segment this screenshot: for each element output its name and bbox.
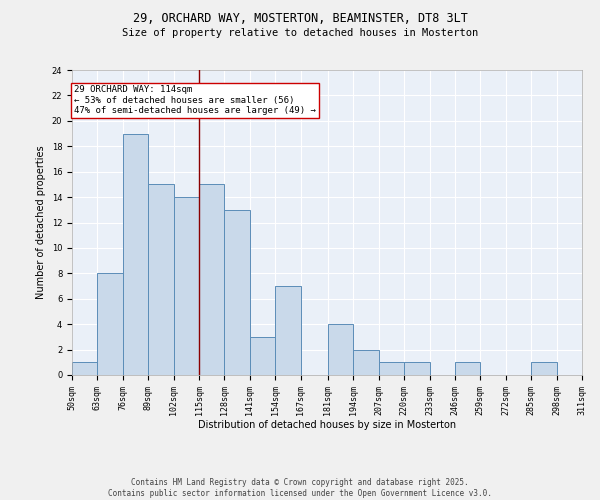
Bar [455,362,481,375]
X-axis label: Distribution of detached houses by size in Mosterton: Distribution of detached houses by size … [198,420,456,430]
Bar [404,362,430,375]
Bar [531,362,557,375]
Bar [379,362,404,375]
Text: Size of property relative to detached houses in Mosterton: Size of property relative to detached ho… [122,28,478,38]
Text: 29, ORCHARD WAY, MOSTERTON, BEAMINSTER, DT8 3LT: 29, ORCHARD WAY, MOSTERTON, BEAMINSTER, … [133,12,467,26]
Bar [148,184,173,375]
Bar [173,197,199,375]
Bar [353,350,379,375]
Bar [328,324,353,375]
Bar [199,184,224,375]
Bar [97,274,123,375]
Bar [275,286,301,375]
Bar [123,134,148,375]
Y-axis label: Number of detached properties: Number of detached properties [36,146,46,300]
Bar [250,337,275,375]
Text: Contains HM Land Registry data © Crown copyright and database right 2025.
Contai: Contains HM Land Registry data © Crown c… [108,478,492,498]
Bar [224,210,250,375]
Text: 29 ORCHARD WAY: 114sqm
← 53% of detached houses are smaller (56)
47% of semi-det: 29 ORCHARD WAY: 114sqm ← 53% of detached… [74,85,316,115]
Bar [72,362,97,375]
